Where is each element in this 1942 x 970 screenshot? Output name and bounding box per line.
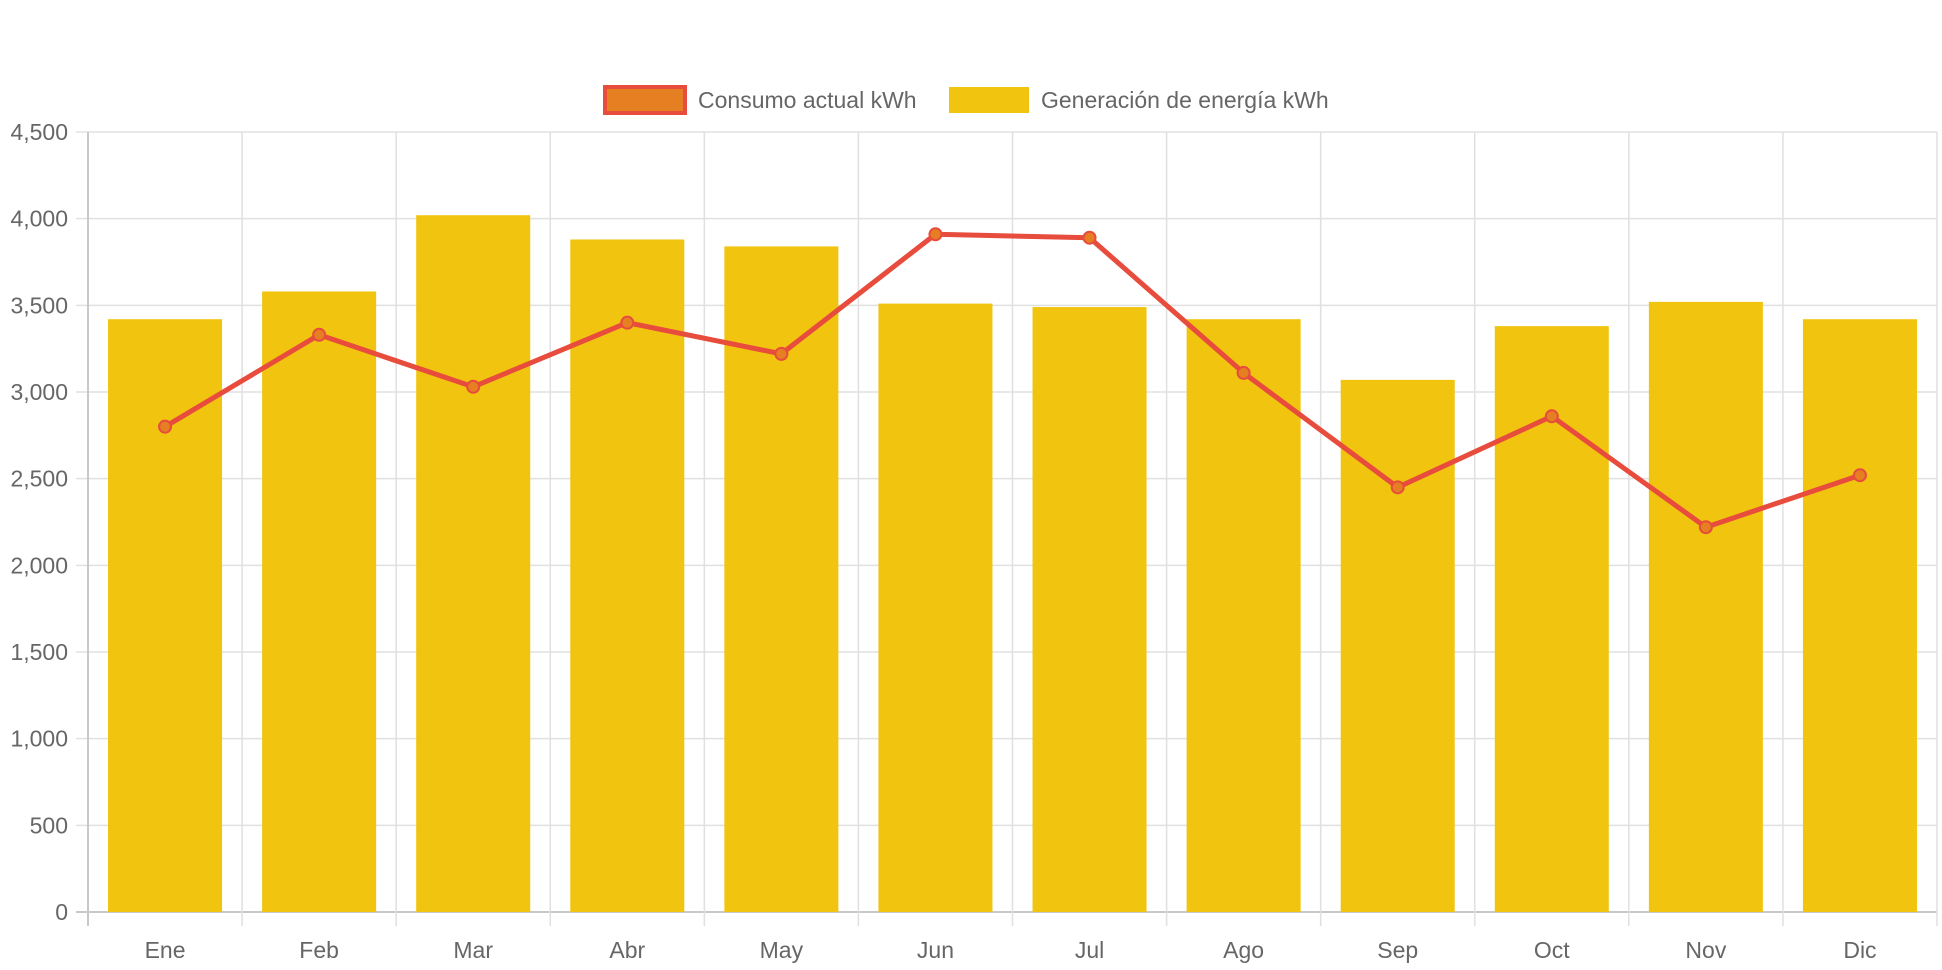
line-series bbox=[158, 227, 1867, 535]
x-tick-label: Oct bbox=[1534, 937, 1570, 963]
x-axis: Ene Feb Mar Abr May Jun Jul Ago Sep Oct Nov Dic bbox=[145, 937, 1877, 963]
legend-item-consumo[interactable]: Consumo actual kWh bbox=[603, 85, 917, 115]
x-tick-label: Jun bbox=[917, 937, 954, 963]
legend-item-generacion[interactable]: Generación de energía kWh bbox=[949, 87, 1329, 113]
x-tick-label: Nov bbox=[1685, 937, 1726, 963]
consumo-point bbox=[1698, 520, 1713, 535]
bar bbox=[878, 303, 993, 913]
legend-label-consumo: Consumo actual kWh bbox=[698, 87, 917, 113]
x-tick-label: Ago bbox=[1223, 937, 1264, 963]
consumo-point bbox=[774, 346, 789, 361]
x-tick-label: May bbox=[760, 937, 804, 963]
bar bbox=[1032, 307, 1147, 913]
consumo-point bbox=[1390, 480, 1405, 495]
grid bbox=[76, 131, 1938, 926]
legend-swatch-consumo bbox=[603, 85, 687, 115]
y-tick-label: 3,000 bbox=[10, 379, 68, 405]
y-tick-label: 1,500 bbox=[10, 639, 68, 665]
x-tick-label: Mar bbox=[453, 937, 493, 963]
bar bbox=[1802, 319, 1917, 912]
consumo-point bbox=[158, 419, 173, 434]
y-tick-label: 1,000 bbox=[10, 726, 68, 752]
x-tick-label: Abr bbox=[609, 937, 645, 963]
y-tick-label: 0 bbox=[55, 899, 68, 925]
consumo-point bbox=[466, 379, 481, 394]
legend-label-generacion: Generación de energía kWh bbox=[1041, 87, 1329, 113]
consumo-point bbox=[928, 227, 943, 242]
consumo-point bbox=[1852, 468, 1867, 483]
bar bbox=[1494, 326, 1609, 913]
y-tick-label: 4,500 bbox=[10, 119, 68, 145]
bar bbox=[570, 239, 685, 912]
bar-series bbox=[108, 215, 1917, 913]
consumo-point bbox=[620, 315, 635, 330]
legend: Consumo actual kWh Generación de energía… bbox=[603, 85, 1329, 115]
x-tick-label: Feb bbox=[299, 937, 339, 963]
x-tick-label: Sep bbox=[1377, 937, 1418, 963]
y-tick-label: 3,500 bbox=[10, 292, 68, 318]
bar bbox=[108, 319, 223, 912]
y-axis: 0 500 1,000 1,500 2,000 2,500 3,000 3,500 4,000 4… bbox=[10, 119, 68, 925]
x-tick-label: Dic bbox=[1843, 937, 1876, 963]
consumo-line bbox=[163, 231, 1861, 530]
bar bbox=[416, 215, 531, 912]
y-tick-label: 500 bbox=[30, 812, 68, 838]
bar bbox=[262, 291, 377, 912]
bar bbox=[1648, 301, 1763, 912]
consumo-point bbox=[312, 327, 327, 342]
y-tick-label: 2,500 bbox=[10, 466, 68, 492]
x-tick-label: Ene bbox=[145, 937, 186, 963]
x-tick-label: Jul bbox=[1075, 937, 1104, 963]
consumo-point bbox=[1236, 365, 1251, 380]
y-tick-label: 2,000 bbox=[10, 552, 68, 578]
legend-swatch-generacion bbox=[949, 87, 1029, 113]
consumo-point bbox=[1544, 409, 1559, 424]
y-tick-label: 4,000 bbox=[10, 206, 68, 232]
bar bbox=[1186, 319, 1301, 912]
consumo-point bbox=[1082, 230, 1097, 245]
